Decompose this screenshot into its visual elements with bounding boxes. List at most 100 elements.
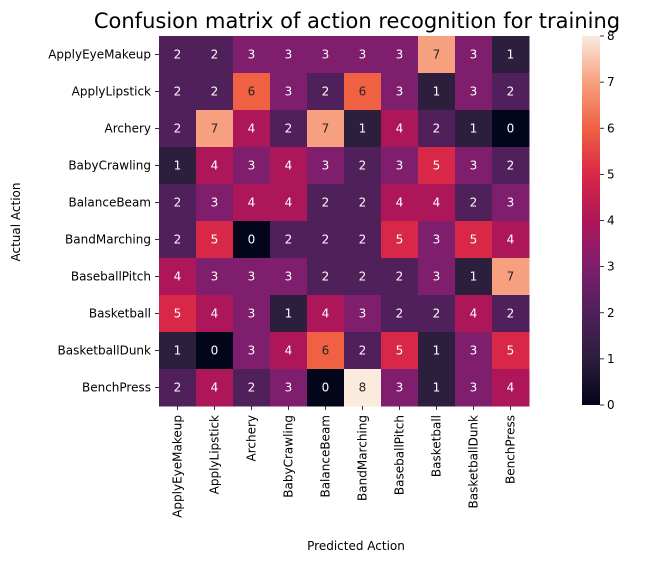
heatmap-cell [344, 184, 382, 222]
heatmap-cell [381, 258, 419, 296]
heatmap-cell [344, 36, 382, 74]
heatmap-cell [196, 258, 234, 296]
cell-value-label: 0 [507, 122, 515, 136]
cell-value-label: 0 [248, 233, 256, 247]
heatmap-cell [159, 295, 197, 333]
x-tick-label: ApplyLipstick [208, 415, 222, 494]
heatmap-cell [492, 332, 530, 370]
cell-value-label: 2 [433, 122, 441, 136]
heatmap-cell [381, 221, 419, 259]
heatmap-cell [455, 73, 493, 111]
colorbar-tick-label: 2 [607, 306, 615, 320]
cell-value-label: 1 [433, 344, 441, 358]
cell-value-label: 7 [322, 122, 330, 136]
heatmap-cell [418, 184, 456, 222]
cell-value-label: 1 [174, 159, 182, 173]
heatmap-cell [307, 184, 345, 222]
cell-value-label: 3 [359, 48, 367, 62]
heatmap-cell [270, 295, 308, 333]
y-tick-label: Archery [105, 122, 152, 136]
cell-value-label: 4 [507, 233, 515, 247]
heatmap-cell [233, 332, 271, 370]
cell-value-label: 2 [470, 196, 478, 210]
heatmap-cell [159, 73, 197, 111]
cell-value-label: 4 [285, 159, 293, 173]
heatmap-cell [455, 332, 493, 370]
heatmap-cell [455, 36, 493, 74]
heatmap-cell [492, 258, 530, 296]
cell-value-label: 4 [248, 196, 256, 210]
cell-value-label: 3 [396, 85, 404, 99]
cell-value-label: 3 [248, 307, 256, 321]
heatmap-cell [270, 110, 308, 148]
heatmap-cell [196, 295, 234, 333]
heatmap-cell [381, 147, 419, 185]
heatmap-cell [307, 258, 345, 296]
cell-value-label: 4 [211, 381, 219, 395]
cell-value-label: 2 [174, 233, 182, 247]
heatmap-cell [270, 184, 308, 222]
x-tick-label: BandMarching [356, 415, 370, 501]
cell-value-label: 2 [359, 233, 367, 247]
cell-value-label: 4 [396, 196, 404, 210]
y-tick-label: BasketballDunk [58, 344, 152, 358]
cell-value-label: 5 [470, 233, 478, 247]
cell-value-label: 2 [359, 159, 367, 173]
heatmap-cell [307, 110, 345, 148]
cell-value-label: 3 [322, 159, 330, 173]
cell-value-label: 4 [322, 307, 330, 321]
heatmap-cell [418, 221, 456, 259]
cell-value-label: 3 [211, 270, 219, 284]
cell-value-label: 3 [248, 344, 256, 358]
cell-value-label: 8 [359, 381, 367, 395]
heatmap-cell [455, 221, 493, 259]
heatmap-cell [307, 36, 345, 74]
cell-value-label: 2 [322, 270, 330, 284]
heatmap-cell [307, 147, 345, 185]
heatmap-cell [418, 36, 456, 74]
cell-value-label: 2 [174, 48, 182, 62]
cell-value-label: 3 [470, 85, 478, 99]
heatmap-cell [270, 147, 308, 185]
cell-value-label: 3 [507, 196, 515, 210]
cell-value-label: 0 [322, 381, 330, 395]
heatmap-cell [455, 147, 493, 185]
cell-value-label: 1 [174, 344, 182, 358]
x-tick-label: BaseballPitch [393, 415, 407, 495]
cell-value-label: 3 [211, 196, 219, 210]
cell-value-label: 5 [211, 233, 219, 247]
heatmap-cell [344, 110, 382, 148]
cell-value-label: 3 [396, 159, 404, 173]
cell-value-label: 5 [174, 307, 182, 321]
heatmap-cell [233, 36, 271, 74]
cell-value-label: 0 [211, 344, 219, 358]
heatmap-cell [307, 73, 345, 111]
cell-value-label: 2 [396, 270, 404, 284]
y-axis-label: Actual Action [9, 183, 23, 262]
heatmap-cell [381, 36, 419, 74]
cell-value-label: 3 [433, 233, 441, 247]
heatmap-cell [270, 73, 308, 111]
cell-value-label: 3 [248, 159, 256, 173]
heatmap-cell [233, 73, 271, 111]
heatmap-cell [492, 369, 530, 407]
y-tick-labels: ApplyEyeMakeup ApplyLipstick Archery BabyCr… [48, 48, 159, 395]
cell-value-label: 2 [507, 159, 515, 173]
heatmap-cell [455, 110, 493, 148]
heatmap-cell [233, 221, 271, 259]
y-tick-label: BaseballPitch [71, 270, 151, 284]
heatmap-cell [159, 369, 197, 407]
heatmap-cell [196, 369, 234, 407]
x-tick-label: ApplyEyeMakeup [171, 415, 185, 518]
cell-value-label: 1 [507, 48, 515, 62]
x-tick-label: BabyCrawling [282, 415, 296, 498]
colorbar-tick-label: 3 [607, 260, 615, 274]
heatmap-cell [492, 73, 530, 111]
heatmap-cell [196, 332, 234, 370]
heatmap-cell [233, 369, 271, 407]
cell-value-label: 3 [285, 381, 293, 395]
cell-value-label: 5 [433, 159, 441, 173]
heatmap-cell [196, 73, 234, 111]
cell-value-label: 7 [507, 270, 515, 284]
heatmap-cell [492, 295, 530, 333]
